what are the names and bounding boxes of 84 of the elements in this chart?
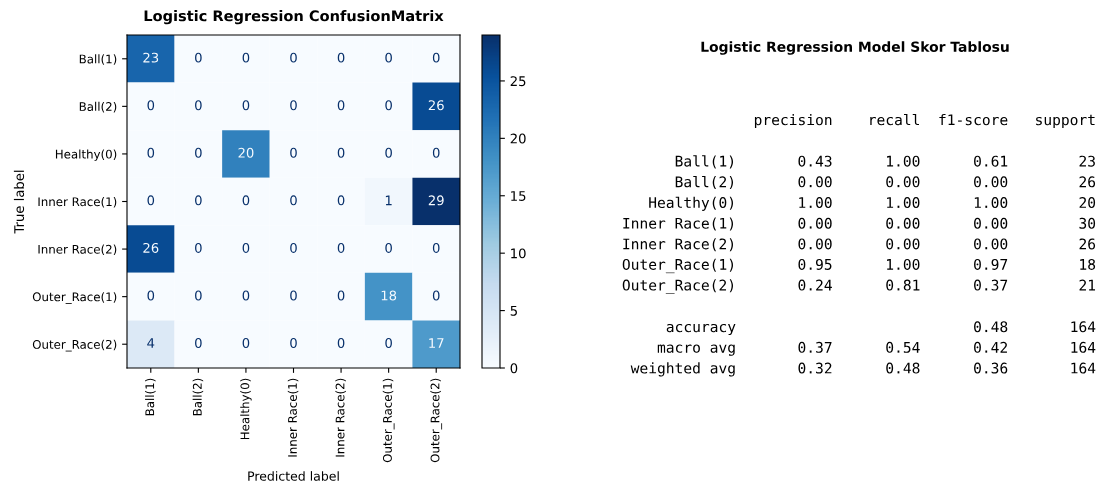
text: precision recall f1-score support [754, 113, 1095, 129]
data-label: 0 [337, 195, 345, 206]
color-bar-label: 5 [510, 305, 517, 316]
data-label: 4 [147, 338, 155, 348]
data-label: 0 [432, 242, 440, 253]
data-label: 0 [385, 52, 392, 63]
data-label: 18 [381, 290, 397, 301]
chart-title: Logistic Regression ConfusionMatrix [144, 10, 444, 25]
color-bar-label: 20 [510, 133, 526, 144]
data-label: 0 [242, 290, 250, 301]
text: accuracy 0.48 164 [666, 321, 1096, 336]
data-label: 0 [337, 338, 345, 349]
data-label: 0 [242, 195, 250, 206]
y-axis-title: True label [13, 170, 25, 234]
x-tick-label: Ball(2) [192, 378, 204, 416]
text: Healthy(0) 1.00 1.00 1.00 20 [649, 196, 1096, 211]
y-tick-label: Inner Race(2) [38, 244, 117, 256]
color-bar-label: 0 [510, 363, 518, 374]
x-tick-label: Inner Race(2) [335, 378, 346, 457]
y-tick-label: Outer_Race(2) [32, 339, 117, 352]
text: Outer_Race(1) 0.95 1.00 0.97 18 [622, 258, 1096, 274]
data-label: 0 [195, 290, 202, 301]
color-bar-label: 10 [511, 248, 526, 259]
data-label: 0 [432, 147, 440, 158]
data-label: 0 [290, 147, 297, 158]
data-label: 26 [143, 242, 159, 253]
x-tick-label: Ball(1) [145, 378, 156, 416]
text: Outer_Race(2) 0.24 0.81 0.37 21 [622, 279, 1096, 294]
data-label: 0 [385, 242, 392, 253]
data-label: 0 [385, 100, 392, 111]
data-label: 29 [428, 195, 444, 206]
data-label: 0 [195, 100, 202, 111]
data-label: 0 [337, 290, 345, 301]
text: Logistic Regression Model Skor Tablosu [701, 41, 1009, 55]
y-tick-label: Inner Race(1) [38, 197, 117, 208]
text: Ball(2) 0.00 0.00 0.00 26 [675, 176, 1096, 190]
y-tick-label: Healthy(0) [55, 149, 117, 161]
data-label: 0 [290, 242, 297, 253]
data-label: 0 [290, 100, 297, 111]
data-label: 0 [147, 195, 155, 206]
data-label: 0 [290, 195, 297, 206]
y-tick-label: Ball(2) [79, 101, 117, 113]
data-label: 0 [195, 52, 202, 63]
data-label: 0 [290, 290, 297, 301]
data-label: 0 [242, 52, 250, 63]
data-label: 0 [290, 52, 297, 63]
data-label: 17 [429, 338, 444, 348]
text: Inner Race(2) 0.00 0.00 0.00 26 [623, 238, 1096, 252]
x-axis-title: Predicted label [248, 471, 339, 481]
color-bar-label: 15 [511, 191, 526, 201]
data-label: 0 [195, 338, 202, 349]
text: macro avg 0.37 0.54 0.42 164 [657, 341, 1096, 356]
data-label: 0 [147, 100, 155, 111]
y-tick-label: Ball(1) [79, 54, 117, 65]
data-label: 0 [337, 242, 345, 253]
text: Inner Race(1) 0.00 0.00 0.00 30 [623, 217, 1096, 231]
data-label: 0 [195, 195, 202, 206]
data-label: 0 [290, 338, 297, 349]
x-tick-label: Outer_Race(2) [430, 378, 443, 463]
data-label: 0 [242, 338, 250, 349]
data-label: 0 [337, 147, 345, 158]
data-label: 26 [428, 100, 444, 111]
x-tick-label: Inner Race(1) [287, 378, 299, 457]
data-label: 20 [238, 147, 254, 158]
data-label: 0 [337, 52, 345, 63]
data-label: 0 [195, 147, 202, 158]
data-label: 0 [147, 147, 155, 158]
data-label: 0 [385, 147, 392, 158]
data-label: 0 [242, 100, 250, 111]
text: Ball(1) 0.43 1.00 0.61 23 [675, 155, 1095, 169]
data-label: 0 [385, 338, 392, 349]
data-label: 0 [147, 290, 155, 301]
data-label: 0 [432, 290, 440, 301]
text: weighted avg 0.32 0.48 0.36 164 [630, 362, 1096, 377]
x-tick-label: Healthy(0) [240, 378, 252, 440]
data-label: 0 [195, 242, 202, 253]
color-bar-label: 25 [510, 76, 526, 87]
data-label: 0 [242, 242, 250, 253]
x-tick-label: Outer_Race(1) [382, 378, 395, 463]
data-label: 0 [337, 100, 345, 111]
data-label: 23 [143, 52, 159, 63]
data-label: 0 [432, 52, 440, 63]
y-tick-label: Outer_Race(1) [32, 292, 117, 304]
data-label: 1 [385, 195, 392, 206]
